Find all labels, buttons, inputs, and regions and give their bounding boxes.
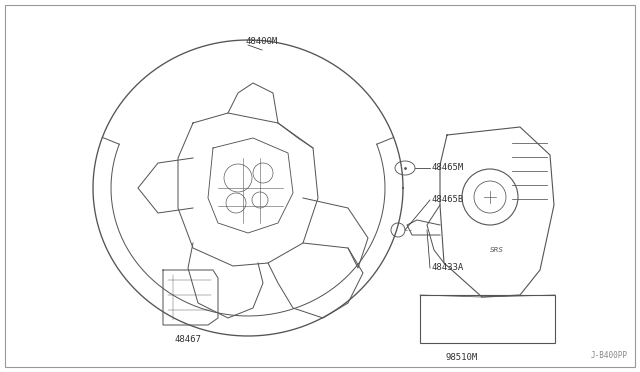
- Text: 48465M: 48465M: [432, 164, 464, 173]
- Text: J-B400PP: J-B400PP: [591, 350, 628, 359]
- Bar: [420, 295, 555, 343]
- Text: 48467: 48467: [175, 334, 202, 343]
- Text: 48433A: 48433A: [432, 263, 464, 273]
- Text: 98510M: 98510M: [445, 353, 477, 362]
- Text: 48400M: 48400M: [246, 38, 278, 46]
- Text: 48465B: 48465B: [432, 196, 464, 205]
- Text: SRS: SRS: [490, 247, 504, 253]
